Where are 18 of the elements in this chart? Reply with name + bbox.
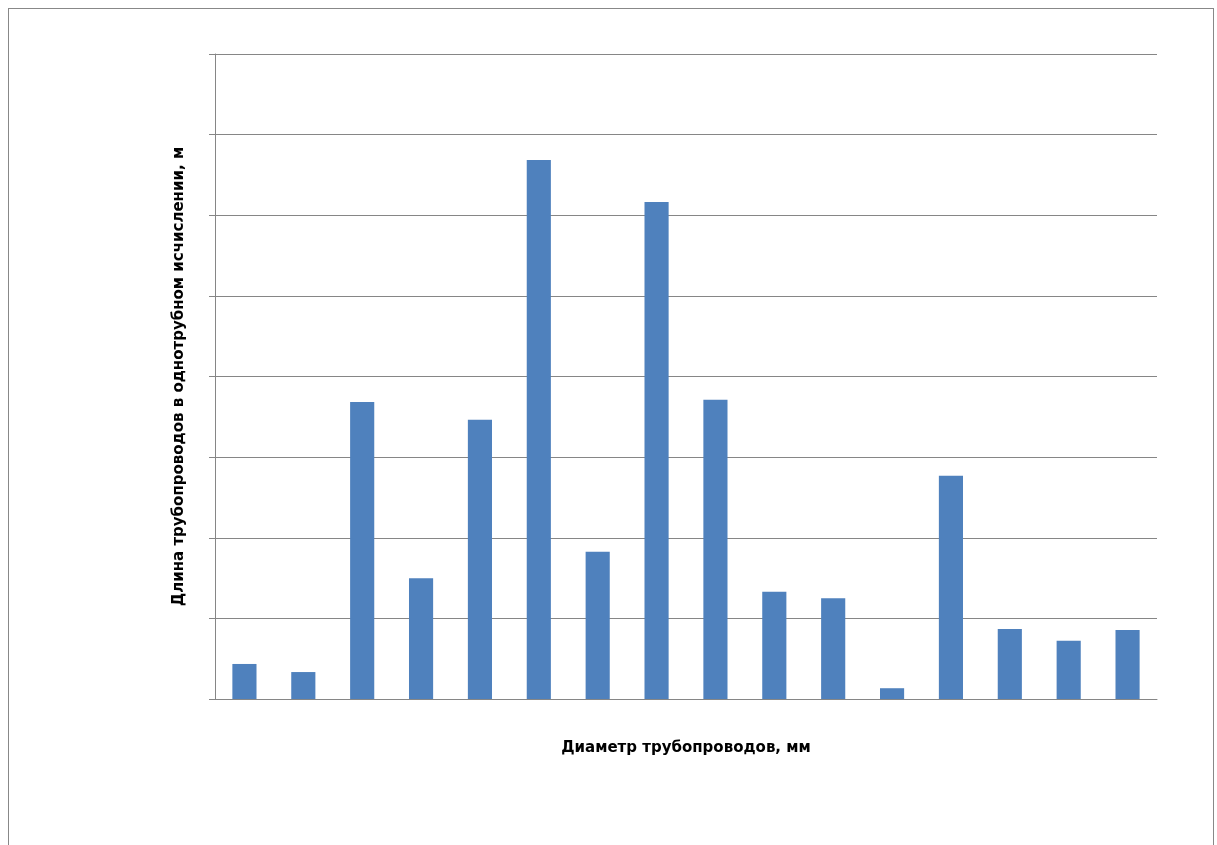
- bar: [997, 628, 1022, 699]
- bar: [585, 551, 610, 699]
- bar: [1056, 640, 1081, 699]
- bar: [762, 591, 787, 699]
- bar: [291, 672, 316, 699]
- bar: [938, 475, 964, 699]
- bar: [467, 419, 493, 699]
- bar: [879, 688, 905, 699]
- bar: [408, 578, 434, 699]
- bar: [350, 402, 375, 699]
- x-axis-title: Диаметр трубопроводов, мм: [561, 737, 811, 756]
- y-axis-title: Длина трубопроводов в однотрубном исчислении, м: [168, 146, 187, 607]
- bar: [703, 399, 728, 699]
- bar: [1115, 630, 1140, 699]
- bar: [526, 160, 551, 699]
- bar: [232, 663, 257, 699]
- bar: [821, 598, 846, 699]
- bar: [644, 202, 669, 699]
